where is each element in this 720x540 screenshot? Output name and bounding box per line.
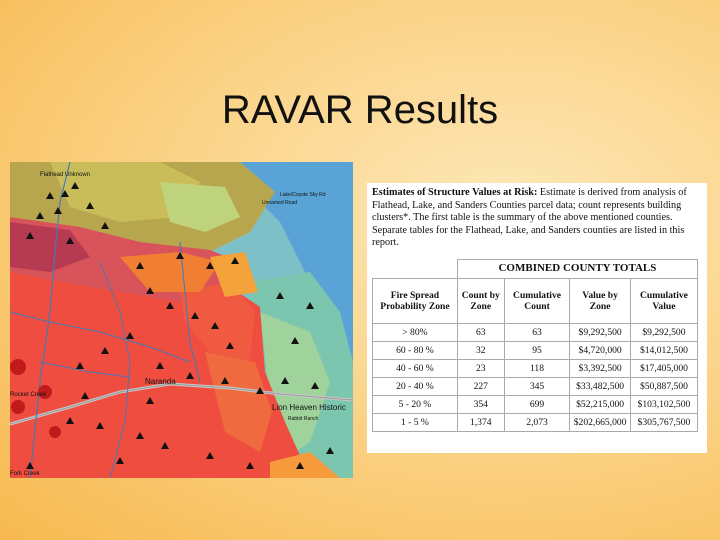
table-cell: 2,073 [503, 413, 571, 432]
table-cell: 227 [456, 377, 505, 396]
map-label-naranda: Naranda [145, 377, 176, 386]
report-intro: Estimates of Structure Values at Risk: E… [372, 187, 702, 250]
table-cell: 699 [503, 395, 571, 414]
table-cell: $4,720,000 [569, 341, 631, 360]
report-heading: Estimates of Structure Values at Risk: [372, 187, 538, 198]
table-row: 40 - 60 % 23 118 $3,392,500 $17,405,000 [372, 359, 699, 378]
table-cell: $9,292,500 [569, 323, 631, 342]
column-header: Cumulative Value [629, 278, 699, 324]
table-cell: $14,012,500 [629, 341, 699, 360]
table-row: 20 - 40 % 227 345 $33,482,500 $50,887,50… [372, 377, 699, 396]
report-panel: Estimates of Structure Values at Risk: E… [367, 183, 707, 453]
table-cell: 32 [456, 341, 505, 360]
table-cell: 345 [503, 377, 571, 396]
map-label-historic: Lion Heaven Historic [272, 403, 346, 412]
map-label-coyote: Lake/Coyote Sky Rd [280, 192, 326, 198]
table-cell: $17,405,000 [629, 359, 699, 378]
table-cell: 5 - 20 % [372, 395, 458, 414]
table-cell: 23 [456, 359, 505, 378]
map-label-fork-creek: Fork Creek [10, 471, 41, 477]
table-cell: $33,482,500 [569, 377, 631, 396]
table-cell: 118 [503, 359, 571, 378]
column-header: Fire Spread Probability Zone [372, 278, 458, 324]
table-cell: > 80% [372, 323, 458, 342]
combined-county-totals-table: COMBINED COUNTY TOTALS Fire Spread Proba… [372, 259, 699, 432]
report-body: Estimate is derived from analysis of Fla… [372, 187, 687, 249]
table-cell: $52,215,000 [569, 395, 631, 414]
table-cell: $9,292,500 [629, 323, 699, 342]
table-cell: $103,102,500 [629, 395, 699, 414]
fire-risk-map: Flathead Unknown Lake/Coyote Sky Rd Unna… [10, 162, 353, 478]
table-cell: 60 - 80 % [372, 341, 458, 360]
table-row: 1 - 5 % 1,374 2,073 $202,665,000 $305,76… [372, 413, 699, 432]
table-cell: 354 [456, 395, 505, 414]
column-header: Value by Zone [569, 278, 631, 324]
column-header: Cumulative Count [503, 278, 571, 324]
map-label-rocket-creek: Rocket Creek [10, 392, 47, 398]
table-row: 5 - 20 % 354 699 $52,215,000 $103,102,50… [372, 395, 699, 414]
table-cell: $305,767,500 [629, 413, 699, 432]
table-cell: $3,392,500 [569, 359, 631, 378]
table-cell: 40 - 60 % [372, 359, 458, 378]
table-corner [373, 260, 458, 279]
table-cell: 20 - 40 % [372, 377, 458, 396]
slide-title: RAVAR Results [221, 88, 499, 132]
table-cell: 63 [503, 323, 571, 342]
column-header: Count by Zone [456, 278, 505, 324]
table-cell: $50,887,500 [629, 377, 699, 396]
table-title: COMBINED COUNTY TOTALS [456, 259, 699, 279]
map-label-road: Unnamed Road [262, 200, 297, 206]
table-cell: 1 - 5 % [372, 413, 458, 432]
table-row: > 80% 63 63 $9,292,500 $9,292,500 [372, 323, 699, 342]
table-cell: 63 [456, 323, 505, 342]
map-label-flathead: Flathead Unknown [40, 172, 90, 178]
table-row: 60 - 80 % 32 95 $4,720,000 $14,012,500 [372, 341, 699, 360]
table-cell: 95 [503, 341, 571, 360]
table-cell: 1,374 [456, 413, 505, 432]
table-cell: $202,665,000 [569, 413, 631, 432]
map-label-ranch: Rabbit Ranch [288, 416, 319, 422]
